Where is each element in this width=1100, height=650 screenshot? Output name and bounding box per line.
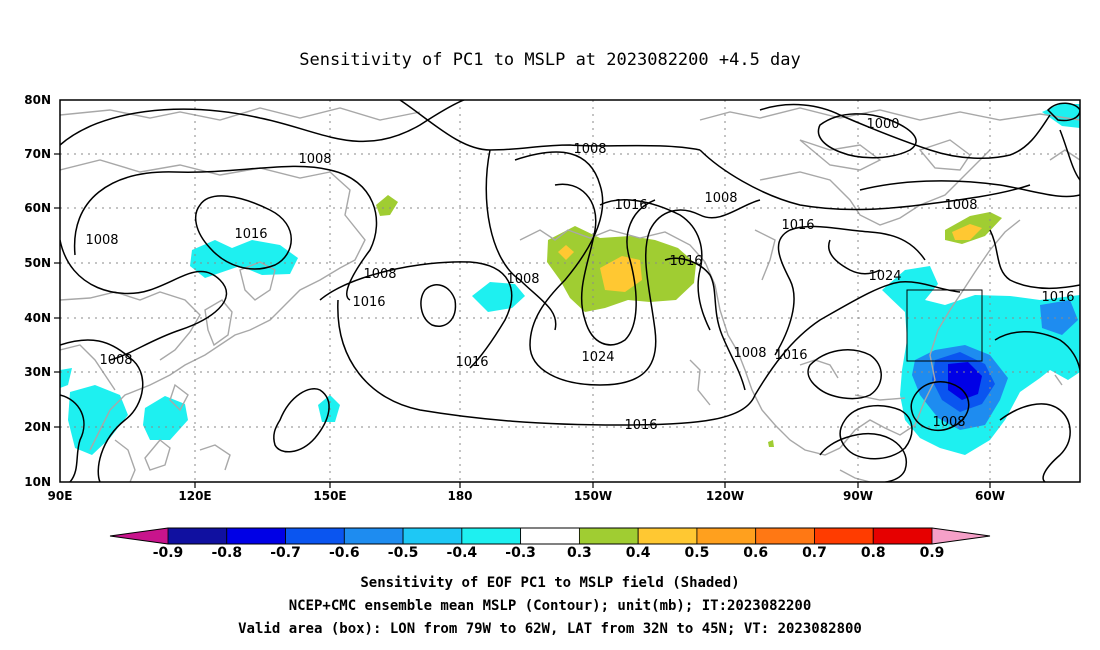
contour-label: 1008 bbox=[85, 233, 118, 248]
contour-label: 1016 bbox=[1041, 290, 1074, 305]
colorbar-cells bbox=[167, 527, 933, 545]
valid-area-box bbox=[906, 289, 983, 362]
contour-label: 1000 bbox=[866, 117, 899, 132]
mslp-contours bbox=[60, 100, 1080, 482]
colorbar-cell bbox=[637, 527, 698, 545]
lat-tick-label: 80N bbox=[24, 93, 51, 107]
colorbar-cell bbox=[696, 527, 757, 545]
contour-label: 1024 bbox=[868, 269, 901, 284]
colorbar-tick-label: 0.9 bbox=[920, 545, 945, 561]
contour-label: 1008 bbox=[944, 198, 977, 213]
lon-axis-labels: 90E 120E 150E 180 150W 120W 90W 60W bbox=[48, 489, 1005, 503]
positive-patch-pacific-small bbox=[558, 245, 574, 260]
negative-patch-east bbox=[1040, 300, 1078, 335]
footer-line-3: Valid area (box): LON from 79W to 62W, L… bbox=[238, 621, 862, 637]
contour-label: 1008 bbox=[363, 267, 396, 282]
lat-axis-labels: 80N 70N 60N 50N 40N 30N 20N 10N bbox=[24, 93, 51, 489]
colorbar-tick-label: 0.7 bbox=[802, 545, 827, 561]
colorbar-tick-label: -0.5 bbox=[388, 545, 419, 561]
contour-label: 1016 bbox=[624, 418, 657, 433]
negative-patch-west bbox=[60, 368, 72, 388]
contour-label: 1016 bbox=[774, 348, 807, 363]
contour-label: 1008 bbox=[573, 142, 606, 157]
lon-tick-label: 90E bbox=[48, 489, 73, 503]
colorbar-cell bbox=[343, 527, 404, 545]
colorbar-tick-label: 0.5 bbox=[685, 545, 710, 561]
plot-frame bbox=[59, 99, 1081, 483]
contour-label: 1008 bbox=[932, 415, 965, 430]
contour-label: 1008 bbox=[298, 152, 331, 167]
colorbar: -0.9 -0.8 -0.7 -0.6 -0.5 -0.4 -0.3 0.3 0.4 0.5 0.6… bbox=[109, 527, 991, 561]
colorbar-cell bbox=[872, 527, 933, 545]
footer-line-2: NCEP+CMC ensemble mean MSLP (Contour); u… bbox=[288, 598, 812, 614]
lon-tick-label: 150E bbox=[313, 489, 346, 503]
lon-tick-label: 180 bbox=[447, 489, 472, 503]
positive-patch-alaska bbox=[376, 195, 398, 216]
colorbar-tick-label: -0.6 bbox=[329, 545, 360, 561]
lat-tick-label: 70N bbox=[24, 147, 51, 161]
contour-label: 1016 bbox=[781, 218, 814, 233]
colorbar-outline bbox=[109, 527, 991, 545]
colorbar-tick-label: -0.4 bbox=[447, 545, 478, 561]
contour-label: 1016 bbox=[614, 198, 647, 213]
lon-tick-label: 60W bbox=[975, 489, 1005, 503]
map-title: Sensitivity of PC1 to MSLP at 2023082200… bbox=[299, 50, 801, 70]
contour-label: 1016 bbox=[234, 227, 267, 242]
colorbar-tick-label: -0.7 bbox=[270, 545, 301, 561]
colorbar-cell bbox=[578, 527, 639, 545]
lat-tick-label: 10N bbox=[24, 475, 51, 489]
contour-label: 1008 bbox=[99, 353, 132, 368]
footer-line-1: Sensitivity of EOF PC1 to MSLP field (Sh… bbox=[360, 575, 740, 591]
contour-label: 1024 bbox=[581, 350, 614, 365]
contour-label: 1008 bbox=[704, 191, 737, 206]
lat-tick-label: 20N bbox=[24, 420, 51, 434]
colorbar-labels: -0.9 -0.8 -0.7 -0.6 -0.5 -0.4 -0.3 0.3 0.4 0.5 0.6… bbox=[153, 545, 945, 561]
colorbar-cell bbox=[814, 527, 874, 545]
colorbar-tick-label: 0.6 bbox=[743, 545, 768, 561]
colorbar-cell bbox=[461, 527, 522, 545]
shaded-sensitivity bbox=[60, 104, 1080, 455]
contour-label: 1008 bbox=[733, 346, 766, 361]
lon-tick-label: 120E bbox=[178, 489, 211, 503]
contour-label: 1016 bbox=[669, 254, 702, 269]
colorbar-tick-label: -0.8 bbox=[211, 545, 242, 561]
colorbar-tick-label: -0.9 bbox=[153, 545, 184, 561]
contour-labels: 1008 1016 1008 1016 1008 1016 1008 1016 … bbox=[85, 117, 1074, 433]
colorbar-tick-label: 0.3 bbox=[567, 545, 592, 561]
colorbar-low-end bbox=[110, 528, 168, 544]
lon-tick-label: 150W bbox=[574, 489, 612, 503]
colorbar-tick-label: 0.8 bbox=[861, 545, 886, 561]
positive-patch-mexico bbox=[768, 440, 774, 447]
lat-tick-label: 30N bbox=[24, 365, 51, 379]
negative-patch-sw bbox=[68, 385, 128, 455]
contour-label: 1008 bbox=[506, 272, 539, 287]
colorbar-cell bbox=[402, 527, 463, 545]
colorbar-cell bbox=[167, 527, 228, 545]
lat-tick-label: 50N bbox=[24, 256, 51, 270]
lat-tick-label: 60N bbox=[24, 201, 51, 215]
lat-tick-label: 40N bbox=[24, 311, 51, 325]
negative-patch-south bbox=[143, 396, 188, 440]
lon-tick-label: 90W bbox=[843, 489, 873, 503]
colorbar-cell bbox=[285, 527, 345, 545]
colorbar-cell bbox=[520, 527, 580, 545]
negative-patch-arctic bbox=[1042, 104, 1080, 128]
colorbar-cell bbox=[755, 527, 815, 545]
axis-ticks bbox=[54, 153, 991, 488]
coastlines bbox=[60, 107, 1080, 482]
colorbar-cell bbox=[226, 527, 286, 545]
colorbar-high-end bbox=[932, 528, 990, 544]
lon-tick-label: 120W bbox=[706, 489, 744, 503]
contour-label: 1016 bbox=[455, 355, 488, 370]
positive-patch-newfoundland-core bbox=[952, 224, 982, 240]
contour-label: 1016 bbox=[352, 295, 385, 310]
colorbar-tick-label: 0.4 bbox=[626, 545, 651, 561]
colorbar-tick-label: -0.3 bbox=[505, 545, 536, 561]
